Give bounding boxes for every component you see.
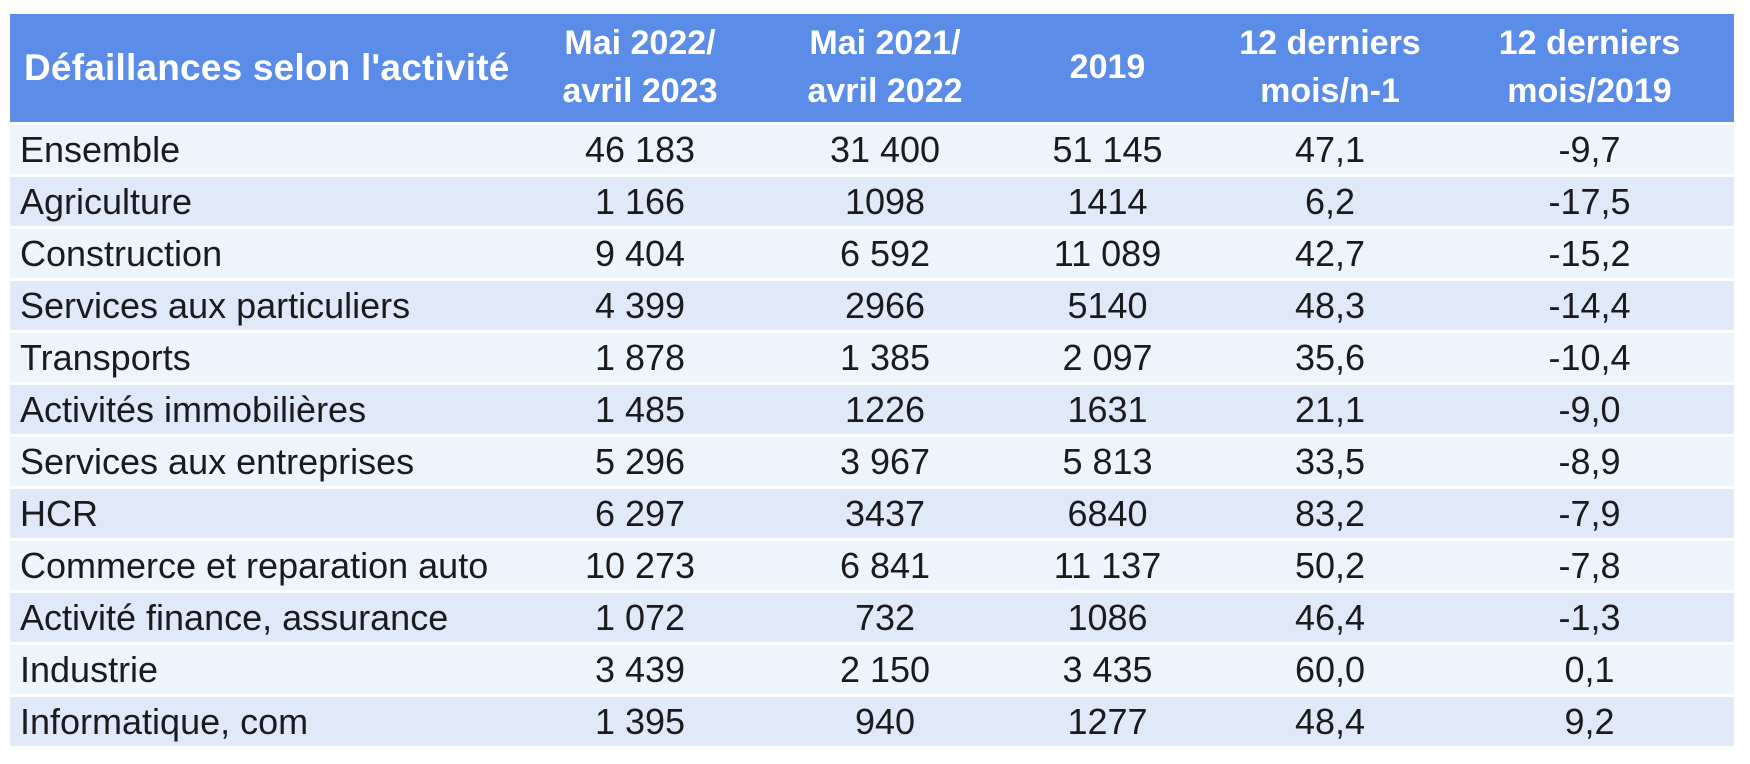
- value-cell: 2 150: [770, 643, 1000, 697]
- value-cell: 9 404: [510, 227, 770, 281]
- activity-cell: Transports: [10, 331, 510, 385]
- table-row: Informatique, com 1 395 940 1277 48,4 9,2: [10, 695, 1734, 749]
- value-cell: 3 967: [770, 435, 1000, 489]
- column-header-12mois-2019: 12 derniers mois/2019: [1445, 14, 1734, 125]
- value-cell: 1277: [1000, 695, 1215, 749]
- column-header-2019: 2019: [1000, 14, 1215, 125]
- value-cell: 1 385: [770, 331, 1000, 385]
- value-cell: 3 435: [1000, 643, 1215, 697]
- value-cell: 83,2: [1215, 487, 1445, 541]
- value-cell: -7,8: [1445, 539, 1734, 593]
- table-row: Industrie 3 439 2 150 3 435 60,0 0,1: [10, 643, 1734, 697]
- value-cell: -17,5: [1445, 175, 1734, 229]
- value-cell: 5 296: [510, 435, 770, 489]
- activity-cell: Services aux particuliers: [10, 279, 510, 333]
- value-cell: 11 089: [1000, 227, 1215, 281]
- value-cell: 1 485: [510, 383, 770, 437]
- activity-cell: Activités immobilières: [10, 383, 510, 437]
- value-cell: 51 145: [1000, 123, 1215, 177]
- table-row: Ensemble 46 183 31 400 51 145 47,1 -9,7: [10, 123, 1734, 177]
- table-row: Activité finance, assurance 1 072 732 1086 4…: [10, 591, 1734, 645]
- value-cell: 31 400: [770, 123, 1000, 177]
- table-row: Activités immobilières 1 485 1226 1631 21,1-…: [10, 383, 1734, 437]
- value-cell: 48,3: [1215, 279, 1445, 333]
- table-row: Services aux entreprises 5 296 3 967 5 813 3…: [10, 435, 1734, 489]
- value-cell: 33,5: [1215, 435, 1445, 489]
- activity-cell: Services aux entreprises: [10, 435, 510, 489]
- value-cell: 50,2: [1215, 539, 1445, 593]
- value-cell: 48,4: [1215, 695, 1445, 749]
- value-cell: 6,2: [1215, 175, 1445, 229]
- activity-cell: Informatique, com: [10, 695, 510, 749]
- activity-cell: Construction: [10, 227, 510, 281]
- value-cell: 4 399: [510, 279, 770, 333]
- value-cell: 11 137: [1000, 539, 1215, 593]
- value-cell: 3 439: [510, 643, 770, 697]
- value-cell: -7,9: [1445, 487, 1734, 541]
- table-body: Ensemble 46 183 31 400 51 145 47,1 -9,7 Agricu…: [10, 123, 1734, 749]
- column-header-activity: Défaillances selon l'activité: [10, 14, 510, 125]
- activity-cell: Agriculture: [10, 175, 510, 229]
- value-cell: 9,2: [1445, 695, 1734, 749]
- value-cell: 732: [770, 591, 1000, 645]
- defaillances-table-container: Défaillances selon l'activité Mai 2022/ …: [10, 14, 1734, 749]
- value-cell: -10,4: [1445, 331, 1734, 385]
- defaillances-table: Défaillances selon l'activité Mai 2022/ …: [10, 14, 1734, 749]
- activity-cell: Industrie: [10, 643, 510, 697]
- value-cell: 1414: [1000, 175, 1215, 229]
- table-row: HCR 6 297 3437 6840 83,2 -7,9: [10, 487, 1734, 541]
- value-cell: 47,1: [1215, 123, 1445, 177]
- value-cell: -15,2: [1445, 227, 1734, 281]
- value-cell: 46 183: [510, 123, 770, 177]
- value-cell: 1 166: [510, 175, 770, 229]
- value-cell: -14,4: [1445, 279, 1734, 333]
- value-cell: 1098: [770, 175, 1000, 229]
- table-row: Transports 1 878 1 385 2 097 35,6 -10,4: [10, 331, 1734, 385]
- header-row: Défaillances selon l'activité Mai 2022/ …: [10, 14, 1734, 125]
- value-cell: 21,1: [1215, 383, 1445, 437]
- value-cell: 1 395: [510, 695, 770, 749]
- value-cell: 42,7: [1215, 227, 1445, 281]
- value-cell: 1 878: [510, 331, 770, 385]
- table-row: Construction 9 404 6 592 11 089 42,7 -15,2: [10, 227, 1734, 281]
- table-row: Commerce et reparation auto 10 273 6 841 11…: [10, 539, 1734, 593]
- value-cell: 10 273: [510, 539, 770, 593]
- value-cell: 6840: [1000, 487, 1215, 541]
- value-cell: 46,4: [1215, 591, 1445, 645]
- value-cell: 940: [770, 695, 1000, 749]
- value-cell: 6 592: [770, 227, 1000, 281]
- value-cell: 35,6: [1215, 331, 1445, 385]
- value-cell: -9,0: [1445, 383, 1734, 437]
- table-header: Défaillances selon l'activité Mai 2022/ …: [10, 14, 1734, 125]
- value-cell: 5 813: [1000, 435, 1215, 489]
- value-cell: 3437: [770, 487, 1000, 541]
- value-cell: -1,3: [1445, 591, 1734, 645]
- value-cell: 2966: [770, 279, 1000, 333]
- column-header-12mois-n1: 12 derniers mois/n-1: [1215, 14, 1445, 125]
- table-row: Agriculture 1 166 1098 1414 6,2 -17,5: [10, 175, 1734, 229]
- value-cell: 6 297: [510, 487, 770, 541]
- value-cell: 1631: [1000, 383, 1215, 437]
- value-cell: -9,7: [1445, 123, 1734, 177]
- value-cell: 2 097: [1000, 331, 1215, 385]
- value-cell: 1 072: [510, 591, 770, 645]
- activity-cell: HCR: [10, 487, 510, 541]
- value-cell: 60,0: [1215, 643, 1445, 697]
- value-cell: 5140: [1000, 279, 1215, 333]
- column-header-mai2021-avr2022: Mai 2021/ avril 2022: [770, 14, 1000, 125]
- activity-cell: Commerce et reparation auto: [10, 539, 510, 593]
- value-cell: 1226: [770, 383, 1000, 437]
- table-row: Services aux particuliers 4 399 2966 5140 48…: [10, 279, 1734, 333]
- value-cell: 6 841: [770, 539, 1000, 593]
- activity-cell: Ensemble: [10, 123, 510, 177]
- activity-cell: Activité finance, assurance: [10, 591, 510, 645]
- value-cell: -8,9: [1445, 435, 1734, 489]
- value-cell: 1086: [1000, 591, 1215, 645]
- value-cell: 0,1: [1445, 643, 1734, 697]
- column-header-mai2022-avr2023: Mai 2022/ avril 2023: [510, 14, 770, 125]
